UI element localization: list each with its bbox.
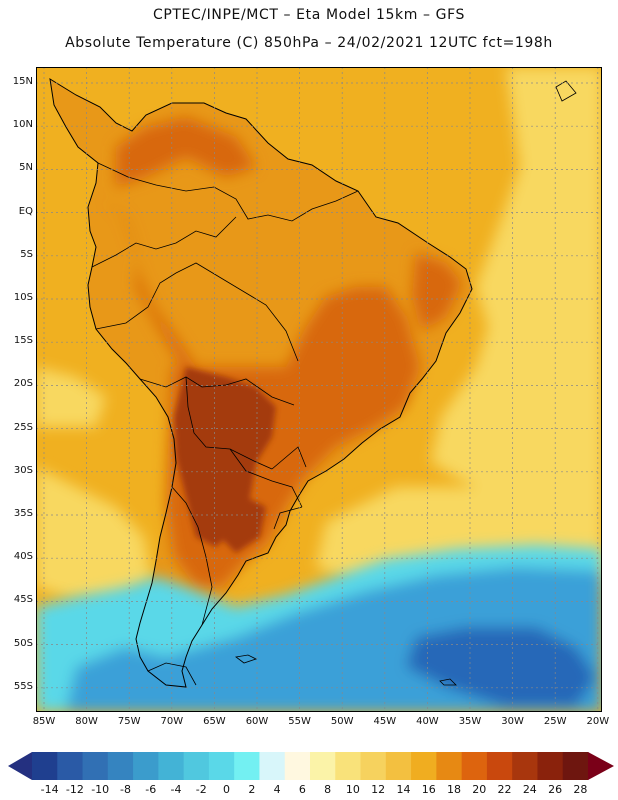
colorbar-swatch xyxy=(385,752,412,780)
colorbar-under-arrow xyxy=(8,752,32,780)
colorbar-label: 10 xyxy=(345,783,360,796)
colorbar-swatch xyxy=(360,752,387,780)
hot-zone-northeast xyxy=(412,253,462,331)
colorbar-swatch xyxy=(411,752,437,780)
colorbar-swatch xyxy=(57,752,84,780)
longitude-label: 85W xyxy=(32,716,56,727)
colorbar-label: 28 xyxy=(573,783,588,796)
latitude-label: 10S xyxy=(13,292,33,303)
title-line-1: CPTEC/INPE/MCT – Eta Model 15km – GFS xyxy=(152,7,466,23)
longitude-label: 70W xyxy=(160,716,184,727)
colorbar-swatch xyxy=(562,752,589,780)
longitude-label: 80W xyxy=(75,716,98,727)
latitude-label: 20S xyxy=(13,378,33,390)
colorbar-swatch xyxy=(208,752,235,780)
colorbar-label: 2 xyxy=(248,783,256,796)
colorbar-swatch xyxy=(486,752,513,780)
ocean-mild-field-east xyxy=(431,67,602,587)
colorbar-swatch xyxy=(512,752,538,780)
map-frame xyxy=(36,67,602,712)
temperature-map xyxy=(36,67,602,712)
colorbar-swatch xyxy=(537,752,564,780)
colorbar-swatch xyxy=(158,752,185,780)
title-line-2: Absolute Temperature (C) 850hPa – 24/02/… xyxy=(65,35,553,51)
colorbar-label: 14 xyxy=(396,783,411,796)
longitude-label: 65W xyxy=(203,716,226,727)
ocean-coldest-field xyxy=(406,627,596,707)
colorbar-label: -4 xyxy=(170,783,182,796)
longitude-label: 40W xyxy=(416,716,439,727)
colorbar-label: -12 xyxy=(65,783,84,796)
hottest-zone-patagonia xyxy=(222,487,266,553)
latitude-label: 45S xyxy=(13,594,33,606)
latitude-label: EQ xyxy=(18,205,33,217)
latitude-label: 10N xyxy=(12,119,33,131)
colorbar-label: -8 xyxy=(119,783,131,796)
colorbar-label: 0 xyxy=(223,783,231,796)
colorbar-label: -2 xyxy=(195,783,207,796)
colorbar-swatch xyxy=(461,752,488,780)
latitude-label: 25S xyxy=(13,421,33,433)
latitude-label: 55S xyxy=(13,680,33,692)
latitude-label: 50S xyxy=(13,637,33,649)
latitude-label: 15N xyxy=(12,76,33,87)
colorbar-label: -10 xyxy=(91,783,110,796)
colorbar-swatch xyxy=(310,752,336,780)
colorbar-swatch xyxy=(259,752,286,780)
latitude-label: 40S xyxy=(13,551,33,563)
colorbar-swatch xyxy=(32,752,58,780)
colorbar xyxy=(8,752,614,780)
longitude-label: 75W xyxy=(117,716,141,727)
hottest-zone-chaco xyxy=(174,367,276,547)
colorbar-swatch xyxy=(284,752,311,780)
colorbar-label: 12 xyxy=(371,783,386,796)
latitude-label: 35S xyxy=(13,508,33,519)
colorbar-swatch xyxy=(335,752,362,780)
graticule xyxy=(36,67,602,712)
longitude-label: 20W xyxy=(586,716,610,727)
colorbar-swatch xyxy=(82,752,109,780)
colorbar-swatch xyxy=(183,752,210,780)
ocean-mild-field-pacific xyxy=(36,467,152,602)
colorbar-label: 18 xyxy=(447,783,461,796)
colorbar-label: -14 xyxy=(40,783,59,796)
colorbar-label: 6 xyxy=(298,783,306,796)
latitude-label: 5N xyxy=(19,162,33,174)
hot-zone-andes xyxy=(102,197,202,385)
latitude-label: 15S xyxy=(13,335,33,347)
longitude-label: 25W xyxy=(543,716,567,727)
colorbar-label: 22 xyxy=(497,783,512,796)
longitude-label: 50W xyxy=(330,716,354,727)
latitude-label: 5S xyxy=(20,248,33,260)
colorbar-label: 8 xyxy=(324,783,332,796)
colorbar-label: 4 xyxy=(273,783,281,796)
colorbar-over-arrow xyxy=(588,752,614,780)
longitude-label: 35W xyxy=(458,716,482,727)
colorbar-label: 20 xyxy=(472,783,487,796)
colorbar-label: 16 xyxy=(421,783,436,796)
longitude-label: 55W xyxy=(288,716,311,727)
colorbar-swatch xyxy=(436,752,463,780)
longitude-label: 60W xyxy=(245,716,269,727)
colorbar-label: 24 xyxy=(522,783,537,796)
latitude-label: 30S xyxy=(13,464,33,476)
colorbar-swatch xyxy=(133,752,159,780)
longitude-label: 30W xyxy=(501,716,524,727)
colorbar-swatch xyxy=(234,752,260,780)
country-borders xyxy=(91,162,359,686)
longitude-label: 45W xyxy=(373,716,397,727)
colorbar-label: 26 xyxy=(548,783,563,796)
colorbar-swatch xyxy=(107,752,134,780)
ocean-mild-field-west xyxy=(36,367,106,427)
colorbar-label: -6 xyxy=(145,783,157,796)
